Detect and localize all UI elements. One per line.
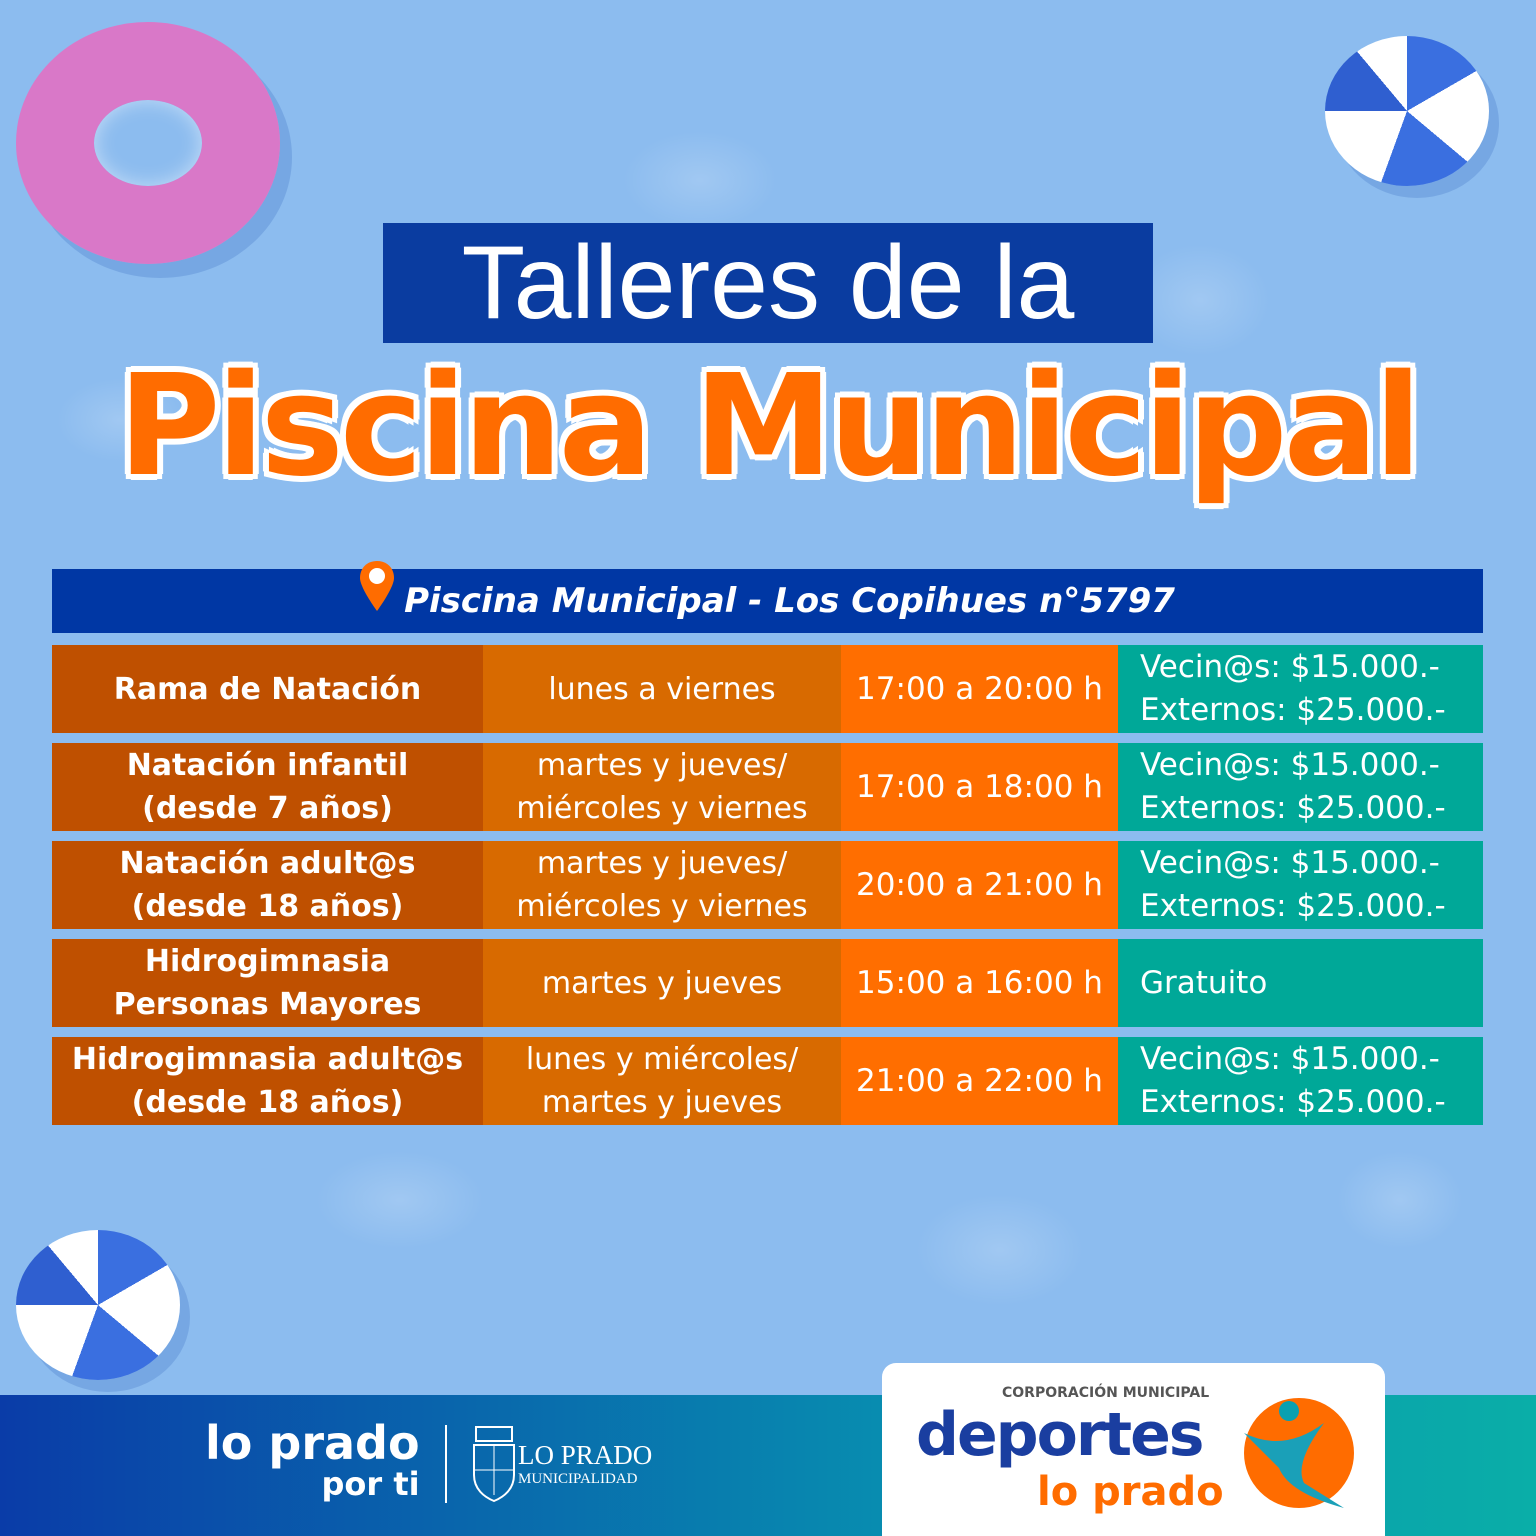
workshop-days: lunes y miércoles/martes y jueves (483, 1037, 841, 1125)
workshop-price-text: Externos: $25.000.- (1140, 888, 1446, 924)
municipalidad-logo: LO PRADO MUNICIPALIDAD (470, 1425, 652, 1503)
workshop-time: 20:00 a 21:00 h (841, 841, 1118, 929)
table-row: Rama de Natación lunes a viernes 17:00 a 2… (52, 645, 1483, 733)
workshop-time: 21:00 a 22:00 h (841, 1037, 1118, 1125)
workshop-name-text: (desde 18 años) (131, 1085, 404, 1120)
workshop-price-text: Vecin@s: $15.000.- (1140, 845, 1440, 881)
workshop-days: lunes a viernes (483, 645, 841, 733)
workshop-days-text: martes y jueves (541, 965, 783, 1001)
workshop-price: Vecin@s: $15.000.- Externos: $25.000.- (1118, 841, 1483, 929)
workshop-name: Natación adult@s (desde 18 años) (52, 841, 483, 929)
workshop-name-text: Hidrogimnasia adult@s (71, 1042, 464, 1077)
title-line1: Talleres de la (383, 223, 1153, 343)
workshop-days-text: martes y jueves (541, 1085, 783, 1120)
location-text: Piscina Municipal - Los Copihues n°5797 (404, 581, 1175, 621)
workshop-price: Gratuito (1118, 939, 1483, 1027)
workshop-price-text: Externos: $25.000.- (1140, 692, 1446, 728)
workshop-days-text: miércoles y viernes (516, 791, 808, 826)
workshop-name: Hidrogimnasia Personas Mayores (52, 939, 483, 1027)
workshop-name-text: Hidrogimnasia (144, 944, 391, 979)
workshop-name: Rama de Natación (52, 645, 483, 733)
workshop-price-text: Externos: $25.000.- (1140, 1084, 1446, 1120)
table-row: Natación adult@s (desde 18 años) martes y … (52, 841, 1483, 929)
corp-text: CORPORACIÓN MUNICIPAL (1002, 1385, 1210, 1401)
workshop-time: 17:00 a 20:00 h (841, 645, 1118, 733)
lo-prado-text: lo prado (1037, 1469, 1224, 1515)
workshop-days-text: miércoles y viernes (516, 889, 808, 924)
workshop-days-text: lunes y miércoles/ (525, 1042, 799, 1077)
workshop-time-text: 17:00 a 20:00 h (856, 670, 1103, 707)
workshop-name-text: Natación adult@s (119, 846, 416, 881)
table-row: Hidrogimnasia Personas Mayores martes y ju… (52, 939, 1483, 1027)
workshop-name-text: (desde 7 años) (142, 791, 393, 826)
workshop-days-text: martes y jueves/ (536, 846, 788, 881)
coat-of-arms-icon (473, 1426, 515, 1503)
workshop-price-text: Externos: $25.000.- (1140, 790, 1446, 826)
workshop-days: martes y jueves/miércoles y viernes (483, 743, 841, 831)
workshop-time-text: 20:00 a 21:00 h (856, 866, 1103, 903)
beach-ball-icon (16, 1230, 180, 1380)
workshop-name-text: (desde 18 años) (131, 889, 404, 924)
workshop-days: martes y jueves/miércoles y viernes (483, 841, 841, 929)
workshop-name: Natación infantil (desde 7 años) (52, 743, 483, 831)
muni-name: LO PRADO (518, 1440, 653, 1470)
brand-line1: lo prado (205, 1416, 420, 1470)
lo-prado-por-ti-logo: lo prado por ti (205, 1420, 420, 1502)
workshop-days: martes y jueves (483, 939, 841, 1027)
workshop-price: Vecin@s: $15.000.- Externos: $25.000.- (1118, 1037, 1483, 1125)
workshop-name: Hidrogimnasia adult@s (desde 18 años) (52, 1037, 483, 1125)
workshop-time: 17:00 a 18:00 h (841, 743, 1118, 831)
swim-ring-icon (16, 22, 280, 264)
athlete-icon (1244, 1398, 1354, 1508)
workshop-name-text: Natación infantil (126, 748, 409, 783)
workshop-price: Vecin@s: $15.000.- Externos: $25.000.- (1118, 743, 1483, 831)
location-header: Piscina Municipal - Los Copihues n°5797 (52, 561, 1483, 633)
muni-sub: MUNICIPALIDAD (518, 1471, 638, 1487)
workshop-price: Vecin@s: $15.000.- Externos: $25.000.- (1118, 645, 1483, 733)
workshop-price-text: Vecin@s: $15.000.- (1140, 747, 1440, 783)
workshop-time-text: 21:00 a 22:00 h (856, 1062, 1103, 1099)
workshop-name-text: Rama de Natación (113, 671, 422, 707)
deportes-lo-prado-logo: CORPORACIÓN MUNICIPAL deportes lo prado (882, 1363, 1385, 1536)
workshop-price-text: Vecin@s: $15.000.- (1140, 1041, 1440, 1077)
divider (445, 1425, 447, 1503)
workshop-days-text: martes y jueves/ (536, 748, 788, 783)
workshop-time-text: 15:00 a 16:00 h (856, 964, 1103, 1001)
brand-line2: por ti (321, 1465, 420, 1503)
table-row: Natación infantil (desde 7 años) martes y … (52, 743, 1483, 831)
workshop-name-text: Personas Mayores (113, 987, 422, 1022)
title-line2: Piscina Municipal (117, 345, 1422, 508)
deportes-text: deportes (916, 1400, 1204, 1470)
workshop-time: 15:00 a 16:00 h (841, 939, 1118, 1027)
map-pin-icon (360, 561, 395, 611)
workshop-time-text: 17:00 a 18:00 h (856, 768, 1103, 805)
workshop-price-text: Gratuito (1140, 964, 1268, 1001)
table-row: Hidrogimnasia adult@s (desde 18 años) lune… (52, 1037, 1483, 1125)
beach-ball-icon (1325, 36, 1489, 186)
workshop-days-text: lunes a viernes (548, 671, 776, 707)
workshop-price-text: Vecin@s: $15.000.- (1140, 649, 1440, 685)
